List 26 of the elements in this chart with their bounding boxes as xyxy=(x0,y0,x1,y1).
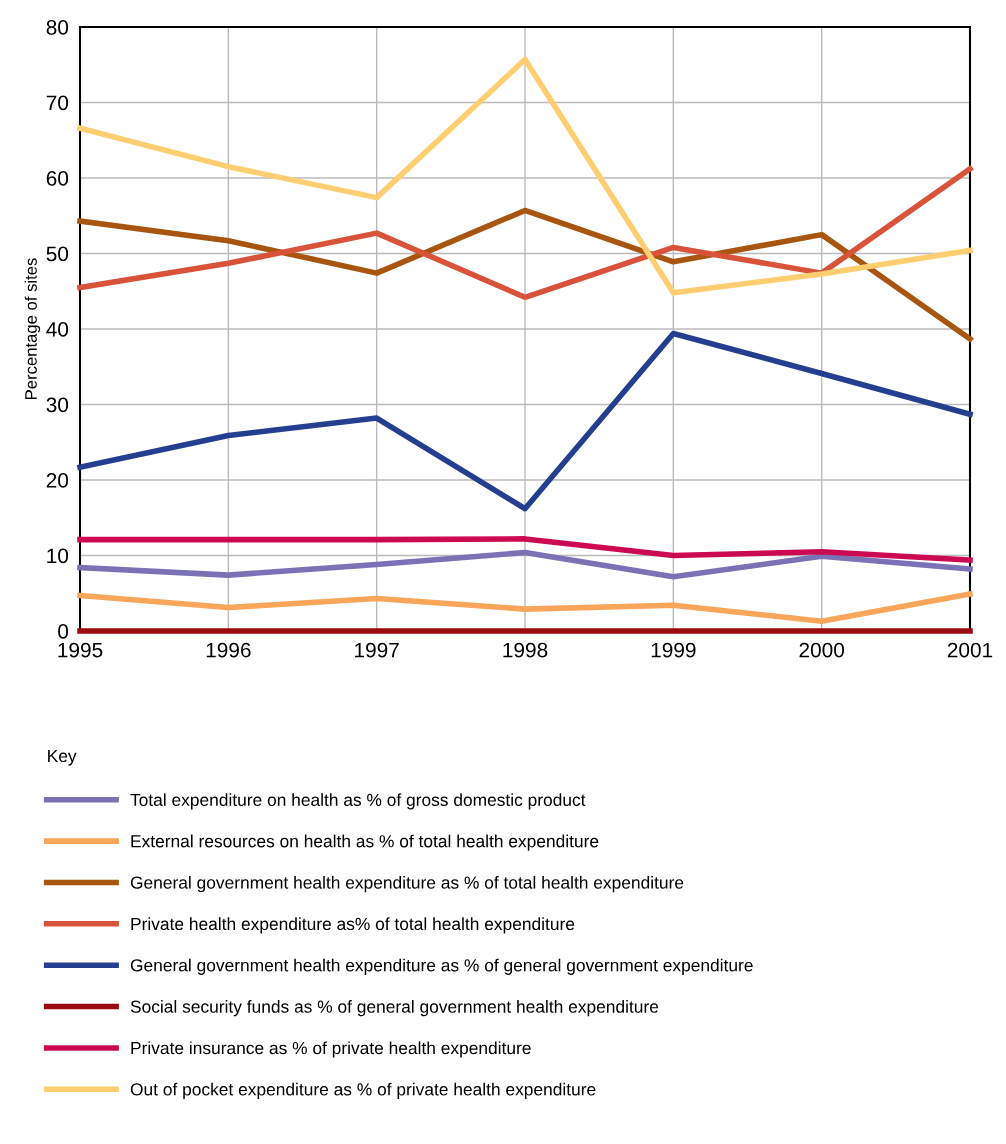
legend-label: Social security funds as % of general government health expenditure xyxy=(130,1000,659,1017)
y-tick-label: 30 xyxy=(46,397,69,413)
y-tick-label: 0 xyxy=(58,624,69,639)
x-tick-label: 2000 xyxy=(799,642,845,658)
x-tick-label: 2001 xyxy=(947,642,993,658)
x-tick-label: 1996 xyxy=(206,642,251,658)
y-tick-label: 50 xyxy=(46,246,69,262)
legend-label: External resources on health as % of total health expenditure xyxy=(131,834,599,851)
legend-label: Private health expenditure as% of total health expenditure xyxy=(131,917,575,934)
y-axis-title: Percentage of sites xyxy=(24,258,41,399)
legend-label: General government health expenditure as % of general government expenditure xyxy=(130,958,753,975)
x-tick-label: 1995 xyxy=(58,642,103,658)
y-tick-label: 20 xyxy=(46,473,69,488)
legend-label: Out of pocket expenditure as % of private health expenditure xyxy=(130,1082,596,1099)
legend-label: Private insurance as % of private health expenditure xyxy=(131,1041,531,1058)
y-tick-label: 60 xyxy=(46,171,69,186)
legend-title: Key xyxy=(48,749,77,766)
y-tick-label: 80 xyxy=(46,20,69,35)
legend-label: Total expenditure on health as % of gross domestic product xyxy=(130,793,586,810)
legend-label: General government health expenditure as % of total health expenditure xyxy=(130,875,684,893)
x-tick-label: 1997 xyxy=(355,642,399,658)
x-tick-label: 1998 xyxy=(503,642,548,658)
y-tick-label: 40 xyxy=(46,322,69,337)
y-tick-label: 10 xyxy=(47,548,69,564)
y-tick-label: 70 xyxy=(46,95,69,111)
x-tick-label: 1999 xyxy=(651,642,696,658)
